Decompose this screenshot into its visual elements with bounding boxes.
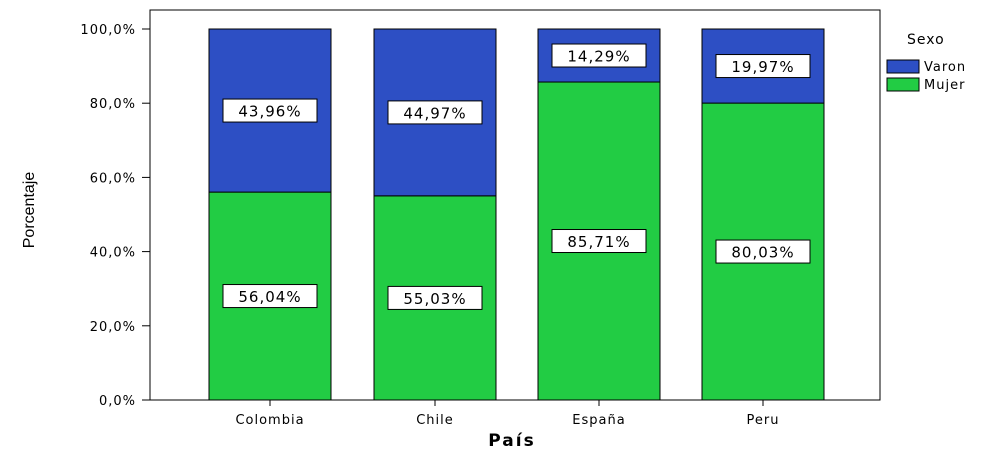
x-tick-label: Colombia — [235, 413, 304, 428]
plot-border — [149, 9, 881, 401]
y-tick-label: 80,0% — [90, 97, 136, 112]
legend-title: Sexo — [907, 32, 945, 48]
data-label: 14,29% — [567, 48, 630, 66]
data-labels-group: 56,04% 43,96% 55,03% 44,97% 85,71% 14,29% 80,0… — [222, 43, 811, 310]
data-label-box — [715, 54, 811, 79]
data-label: 43,96% — [238, 103, 301, 121]
x-tick-label: Peru — [747, 413, 780, 428]
data-label-box — [222, 98, 318, 123]
y-tick-label: 20,0% — [90, 320, 136, 335]
x-tick-label: España — [572, 413, 625, 428]
legend-swatch-varon — [886, 59, 920, 74]
data-label: 56,04% — [238, 288, 301, 306]
x-axis-title: País — [488, 431, 535, 451]
data-label: 80,03% — [731, 244, 794, 262]
data-label: 85,71% — [567, 233, 630, 251]
data-label: 19,97% — [731, 58, 794, 76]
legend-label: Varon — [924, 60, 966, 75]
bars-group — [208, 28, 825, 401]
y-tick-label: 40,0% — [90, 246, 136, 261]
y-axis-title: Porcentaje — [21, 172, 38, 249]
x-axis: Colombia Chile España Peru — [235, 400, 780, 428]
data-label-box — [551, 229, 647, 254]
legend-label: Mujer — [924, 78, 965, 93]
data-label-box — [387, 100, 483, 125]
data-label-box — [715, 239, 811, 264]
x-tick-label: Chile — [416, 413, 454, 428]
y-axis: 0,0% 20,0% 40,0% 60,0% 80,0% 100,0% — [80, 23, 150, 409]
plot-frame — [149, 9, 881, 401]
y-tick-label: 60,0% — [90, 171, 136, 186]
data-label-box — [551, 43, 647, 68]
data-label: 55,03% — [403, 290, 466, 308]
data-label-box — [387, 285, 483, 310]
data-label-box — [222, 284, 318, 309]
y-tick-label: 100,0% — [80, 23, 136, 38]
data-label: 44,97% — [403, 104, 466, 122]
y-tick-label: 0,0% — [99, 394, 136, 409]
legend: Sexo Varon Mujer — [886, 32, 966, 93]
legend-swatch-mujer — [886, 77, 920, 92]
